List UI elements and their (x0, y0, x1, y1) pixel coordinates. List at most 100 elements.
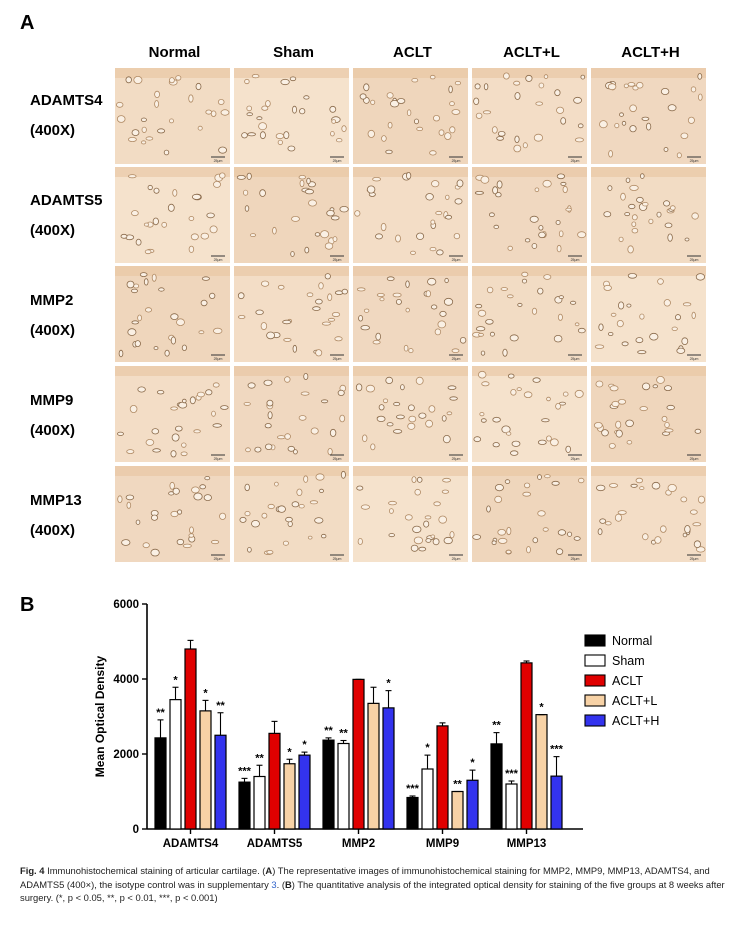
caption-text: ) The quantitative analysis of the integ… (20, 878, 725, 904)
bar (253, 775, 266, 830)
column-header-sham: Sham (273, 44, 314, 61)
column-header-aclt-l: ACLT+L (503, 44, 560, 61)
legend-label: ACLT (612, 674, 643, 688)
scale-bar-label: 25μm (214, 357, 223, 361)
bar (352, 678, 365, 830)
caption-text: Immunohistochemical staining of articula… (47, 865, 266, 876)
bar (406, 796, 419, 830)
significance-marker: ** (339, 728, 348, 740)
column-header-normal: Normal (148, 44, 201, 61)
significance-marker: * (287, 746, 292, 758)
legend-swatch (584, 714, 606, 727)
scale-bar-label: 25μm (571, 457, 580, 461)
caption-text: ) The representative images of immunohis… (20, 865, 710, 890)
bar (367, 702, 380, 830)
scale-bar-label: 25μm (571, 557, 580, 561)
row-marker-name: ADAMTS5 (30, 192, 103, 209)
bar (436, 725, 449, 830)
micrograph-mmp13-normal: 25μm (115, 466, 230, 562)
micrograph-mmp13-sham: 25μm (234, 466, 349, 562)
bar (184, 648, 197, 830)
bar (550, 775, 563, 830)
row-label-adamts4: ADAMTS4 (400X) (30, 86, 103, 146)
significance-marker: * (302, 739, 307, 751)
row-label-adamts5: ADAMTS5 (400X) (30, 186, 103, 246)
bar (337, 742, 350, 830)
bar (466, 779, 479, 830)
bar (535, 714, 548, 830)
scale-bar-label: 25μm (690, 258, 699, 262)
panel-b-label: B (20, 594, 35, 616)
scale-bar-label: 25μm (690, 557, 699, 561)
x-tick-label: ADAMTS5 (247, 838, 303, 850)
scale-bar-label: 25μm (214, 258, 223, 262)
significance-marker: ** (216, 700, 225, 712)
micrograph-mmp9-aclt: 25μm (353, 366, 468, 462)
row-label-mmp9: MMP9 (400X) (30, 386, 75, 446)
column-header-aclt: ACLT (393, 44, 432, 61)
figure-caption: Fig. 4 Immunohistochemical staining of a… (20, 864, 730, 905)
scale-bar-label: 25μm (333, 159, 342, 163)
panel-a-label: A (20, 12, 35, 34)
caption-supplementary-link[interactable]: 3 (271, 878, 277, 890)
significance-marker: ** (453, 779, 462, 791)
micrograph-mmp2-sham: 25μm (234, 266, 349, 362)
y-tick-label: 4000 (113, 674, 139, 686)
significance-marker: * (386, 678, 391, 690)
scale-bar-label: 25μm (452, 159, 461, 163)
legend-swatch (584, 694, 606, 707)
bar (283, 763, 296, 830)
bar (238, 781, 251, 830)
bar (298, 754, 311, 830)
bar (421, 768, 434, 830)
row-label-mmp2: MMP2 (400X) (30, 286, 75, 346)
micrograph-adamts4-aclt-l: 25μm (472, 68, 587, 164)
x-tick-label: MMP13 (507, 838, 547, 850)
bar (268, 732, 281, 830)
micrograph-adamts5-aclt: 25μm (353, 167, 468, 263)
x-tick-label: MMP9 (426, 838, 459, 850)
legend-label: Normal (612, 634, 652, 648)
legend-label: Sham (612, 654, 645, 668)
micrograph-adamts5-sham: 25μm (234, 167, 349, 263)
caption-panel-a: A (265, 865, 273, 876)
scale-bar-label: 25μm (452, 357, 461, 361)
micrograph-mmp9-sham: 25μm (234, 366, 349, 462)
significance-marker: * (203, 687, 208, 699)
scale-bar-label: 25μm (452, 258, 461, 262)
row-magnification: (400X) (30, 322, 76, 339)
significance-marker: ** (324, 725, 333, 737)
significance-marker: *** (238, 765, 252, 777)
micrograph-mmp13-aclt-h: 25μm (591, 466, 706, 562)
significance-marker: * (425, 742, 430, 754)
legend-label: ACLT+H (612, 714, 659, 728)
micrograph-mmp9-aclt-h: 25μm (591, 366, 706, 462)
significance-marker: *** (505, 768, 519, 780)
scale-bar-label: 25μm (214, 557, 223, 561)
bar (505, 783, 518, 830)
micrograph-adamts5-aclt-l: 25μm (472, 167, 587, 263)
bar (520, 662, 533, 830)
micrograph-mmp9-normal: 25μm (115, 366, 230, 462)
micrograph-mmp13-aclt: 25μm (353, 466, 468, 562)
bar (199, 710, 212, 830)
significance-marker: ** (156, 707, 165, 719)
row-magnification: (400X) (30, 122, 76, 139)
row-magnification: (400X) (30, 222, 76, 239)
scale-bar-label: 25μm (690, 159, 699, 163)
row-magnification: (400X) (30, 522, 76, 539)
scale-bar-label: 25μm (571, 159, 580, 163)
significance-marker: * (470, 757, 475, 769)
x-tick-label: MMP2 (342, 838, 375, 850)
significance-marker: *** (406, 783, 420, 795)
significance-marker: * (173, 674, 178, 686)
micrograph-adamts4-sham: 25μm (234, 68, 349, 164)
scale-bar-label: 25μm (571, 258, 580, 262)
scale-bar-label: 25μm (452, 457, 461, 461)
caption-text: . ( (276, 878, 285, 890)
bar (322, 739, 335, 830)
bar (451, 790, 464, 830)
micrograph-adamts4-aclt-h: 25μm (591, 68, 706, 164)
legend-swatch (584, 634, 606, 647)
significance-marker: * (539, 702, 544, 714)
